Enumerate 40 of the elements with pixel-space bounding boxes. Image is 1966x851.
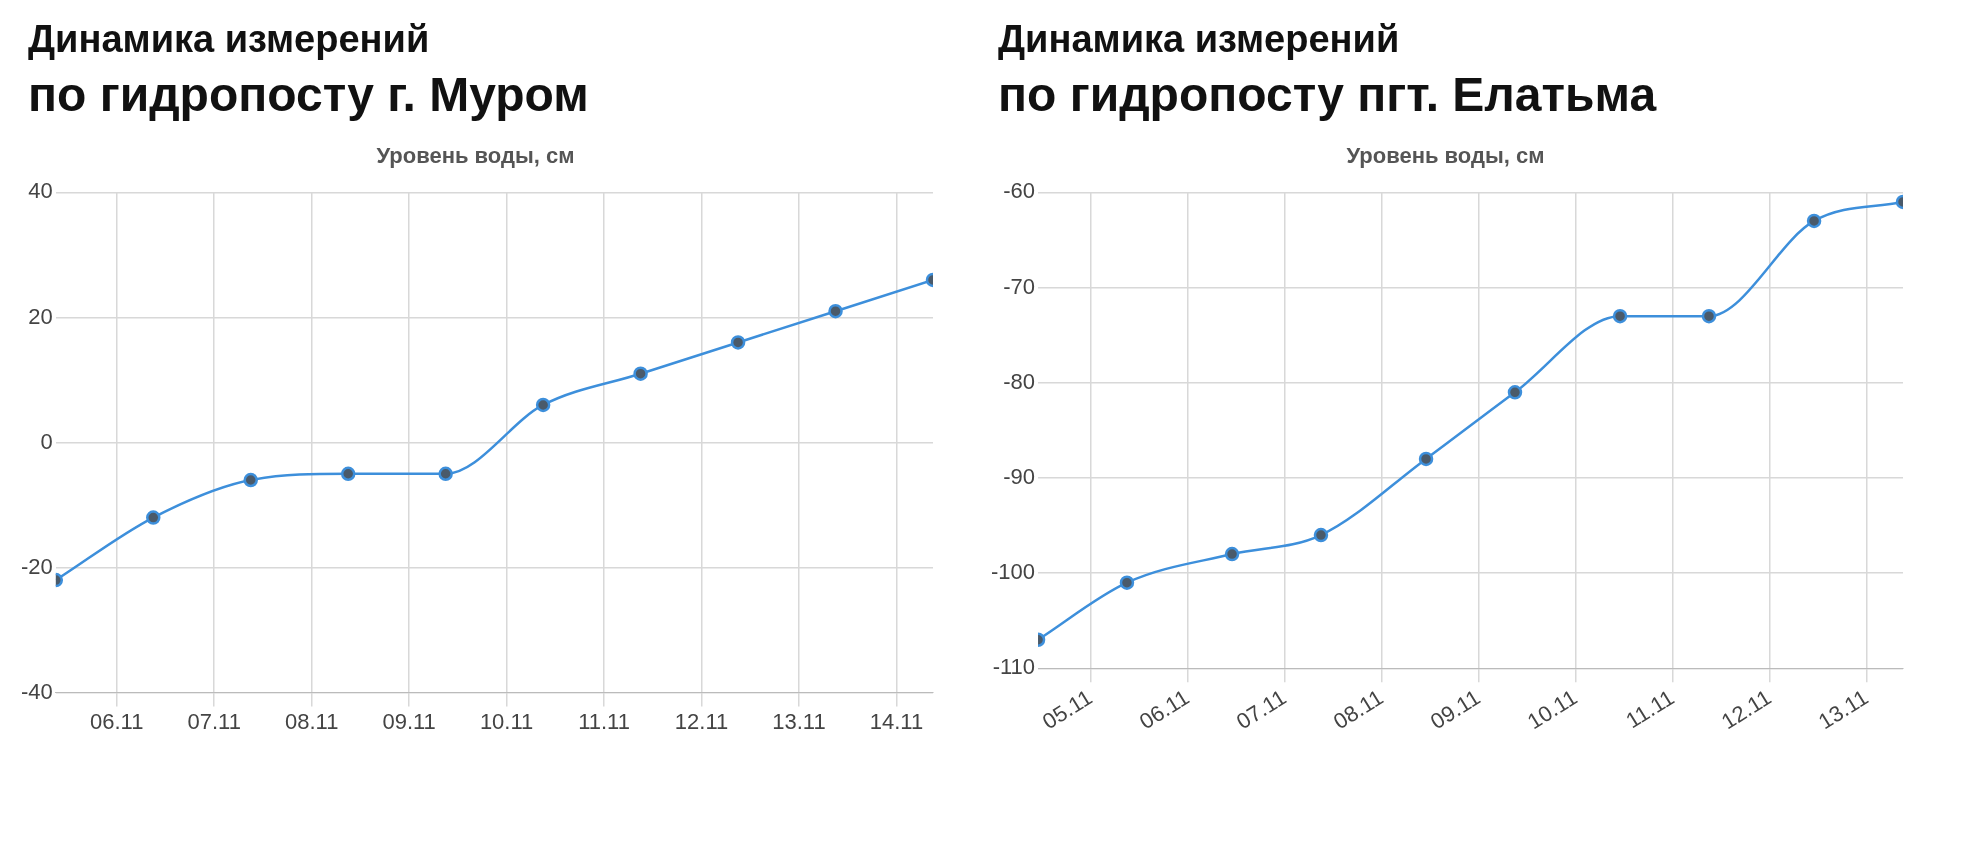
- x-tick-label: 07.11: [1231, 684, 1291, 735]
- x-tick-label: 11.11: [1621, 684, 1679, 734]
- y-tick-label: -20: [21, 553, 53, 579]
- x-tick-label: 07.11: [187, 708, 241, 734]
- y-tick-label: 20: [28, 303, 53, 329]
- chart-title: Динамика измерений: [28, 18, 431, 61]
- point: [146, 510, 161, 525]
- y-axis-title: Уровень воды, см: [376, 143, 575, 169]
- x-tick-label: 09.11: [1425, 684, 1485, 735]
- x-tick-label: 08.11: [284, 708, 339, 734]
- y-tick-label: -100: [990, 559, 1036, 585]
- x-tick-label: 08.11: [1328, 684, 1388, 735]
- point: [730, 335, 746, 350]
- point: [340, 466, 356, 482]
- y-tick-label: -80: [1003, 368, 1036, 394]
- y-tick-label: -90: [1003, 464, 1036, 489]
- point: [633, 366, 648, 381]
- x-tick-label: 12.11: [674, 708, 729, 734]
- y-tick-label: 0: [40, 428, 53, 454]
- y-axis-title: Уровень воды, см: [1346, 143, 1545, 169]
- point: [828, 303, 843, 319]
- point: [438, 466, 453, 482]
- x-tick-label: 13.11: [772, 708, 826, 734]
- point: [535, 397, 551, 413]
- x-tick-label: 10.11: [479, 708, 534, 734]
- x-tick-label: 06.11: [1134, 684, 1194, 735]
- x-tick-label: 06.11: [90, 708, 144, 734]
- chart-title: Динамика измерений: [998, 18, 1401, 61]
- x-tick-label: 11.11: [578, 708, 630, 734]
- y-tick-label: -40: [21, 678, 53, 704]
- chart-subtitle: по гидропосту пгт. Елатьма: [998, 67, 1658, 122]
- y-tick-label: 40: [28, 178, 53, 204]
- x-tick-label: 14.11: [869, 708, 924, 734]
- y-tick-label: -110: [992, 654, 1036, 680]
- y-tick-label: -70: [1003, 273, 1036, 299]
- point: [243, 472, 258, 488]
- chart-subtitle: по гидропосту г. Муром: [28, 67, 590, 122]
- x-tick-label: 05.11: [1037, 684, 1097, 735]
- x-tick-label: 09.11: [382, 708, 436, 734]
- y-tick-label: -60: [1003, 178, 1036, 204]
